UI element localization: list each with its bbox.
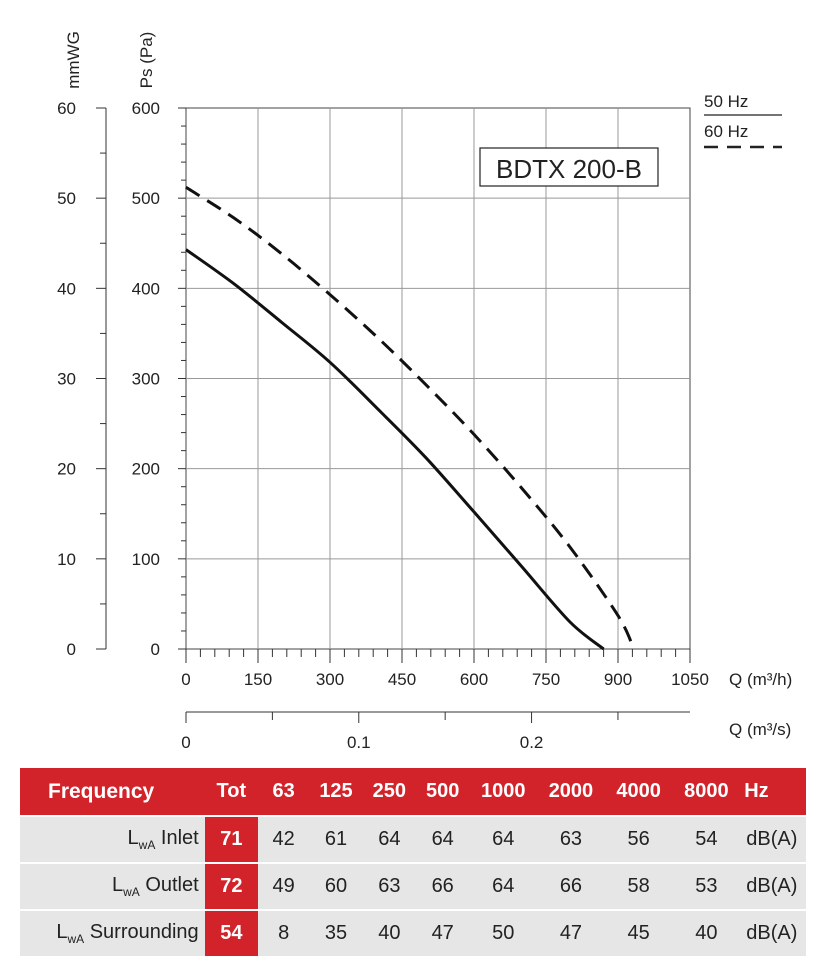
x-tick-label: 150 — [244, 670, 272, 689]
table-cell: 54 — [672, 815, 741, 863]
row-label-main: L — [111, 874, 124, 896]
row-label-sub: wA — [67, 932, 85, 946]
header-2000: 2000 — [537, 768, 605, 816]
curve-60hz — [185, 186, 636, 650]
header-hz: Hz — [740, 768, 806, 816]
y2-tick-label: 50 — [57, 189, 76, 208]
row-label: LwA Outlet — [20, 862, 205, 910]
header-8000: 8000 — [672, 768, 741, 816]
row-label: LwA Inlet — [20, 815, 205, 863]
y-tick-label: 600 — [132, 99, 160, 118]
table-cell: 50 — [469, 909, 538, 956]
header-250: 250 — [362, 768, 417, 816]
x-tick-label: 300 — [316, 670, 344, 689]
row-unit: dB(A) — [740, 862, 806, 910]
y2-tick-label: 10 — [57, 550, 76, 569]
table-cell: 64 — [416, 815, 470, 863]
y-tick-label: 100 — [132, 550, 160, 569]
table-cell: 66 — [537, 862, 605, 910]
y2-tick-label: 20 — [57, 460, 76, 479]
table-cell: 63 — [537, 815, 605, 863]
row-total: 54 — [204, 909, 259, 956]
y2-tick-label: 60 — [57, 99, 76, 118]
row-total: 71 — [204, 815, 259, 863]
y2-axis-label: mmWG — [64, 31, 83, 89]
table-cell: 35 — [309, 909, 363, 956]
table-header-row: Frequency Tot 63 125 250 500 1000 2000 4… — [20, 768, 806, 816]
x-tick-label: 600 — [460, 670, 488, 689]
curves — [185, 186, 636, 651]
row-label-rest: Inlet — [155, 827, 199, 849]
header-1000: 1000 — [469, 768, 538, 816]
y-axis-label: Ps (Pa) — [137, 32, 156, 89]
header-63: 63 — [258, 768, 310, 816]
table-cell: 60 — [309, 862, 363, 910]
row-label-sub: wA — [138, 838, 156, 852]
table-cell: 53 — [672, 862, 741, 910]
header-tot: Tot — [204, 768, 259, 816]
y2-tick-label: 30 — [57, 370, 76, 389]
table-cell: 64 — [469, 815, 538, 863]
y-tick-label: 0 — [151, 640, 160, 659]
y-tick-label: 500 — [132, 189, 160, 208]
legend: 50 Hz 60 Hz — [704, 92, 782, 149]
row-label: LwA Surrounding — [20, 909, 205, 956]
table-cell: 64 — [469, 862, 538, 910]
grid-lines — [186, 108, 690, 649]
table-cell: 66 — [416, 862, 470, 910]
y2-tick-label: 40 — [57, 279, 76, 298]
table-cell: 47 — [537, 909, 605, 956]
header-500: 500 — [416, 768, 470, 816]
y2-tick-label: 0 — [67, 640, 76, 659]
x-tick-label: 900 — [604, 670, 632, 689]
table-row-surrounding: LwA Surrounding 54 8 35 40 47 50 47 45 4… — [20, 909, 806, 956]
x2-axis-label: Q (m³/s) — [729, 720, 791, 739]
row-label-sub: wA — [123, 885, 140, 899]
x2-tick-label: 0 — [181, 733, 190, 752]
sound-table: Frequency Tot 63 125 250 500 1000 2000 4… — [20, 768, 806, 956]
table-cell: 42 — [258, 815, 310, 863]
chart-title-box — [479, 147, 659, 187]
row-unit: dB(A) — [740, 909, 806, 956]
chart-title: BDTX 200-B — [496, 154, 642, 184]
x2-tick-label: 0.2 — [520, 733, 544, 752]
table-row-outlet: LwA Outlet 72 49 60 63 66 64 66 58 53 dB… — [20, 862, 806, 910]
table-cell: 47 — [416, 909, 470, 956]
row-label-main: L — [127, 827, 139, 849]
table-cell: 56 — [604, 815, 673, 863]
row-label-main: L — [56, 921, 68, 943]
fan-curve-chart: mmWG Ps (Pa) 010020030040050060001020304… — [57, 31, 792, 752]
table-cell: 63 — [362, 862, 417, 910]
table-cell: 58 — [604, 862, 673, 910]
table-cell: 64 — [362, 815, 417, 863]
row-total: 72 — [204, 862, 259, 910]
sound-power-table: Frequency Tot 63 125 250 500 1000 2000 4… — [20, 768, 806, 956]
table-row-inlet: LwA Inlet 71 42 61 64 64 64 63 56 54 dB(… — [20, 815, 806, 863]
table-cell: 40 — [362, 909, 417, 956]
x2-tick-label: 0.1 — [347, 733, 371, 752]
y-tick-label: 400 — [132, 279, 160, 298]
legend-label-50hz: 50 Hz — [704, 92, 748, 111]
x-tick-label: 750 — [532, 670, 560, 689]
header-frequency: Frequency — [20, 768, 205, 816]
table-cell: 8 — [258, 909, 310, 956]
x-tick-label: 1050 — [671, 670, 709, 689]
header-125: 125 — [309, 768, 363, 816]
table-cell: 40 — [672, 909, 741, 956]
legend-label-60hz: 60 Hz — [704, 122, 748, 141]
x-tick-label: 450 — [388, 670, 416, 689]
x-axis-label: Q (m³/h) — [729, 670, 792, 689]
row-label-rest: Surrounding — [84, 921, 199, 943]
y-tick-label: 300 — [132, 370, 160, 389]
header-4000: 4000 — [604, 768, 673, 816]
table-cell: 61 — [309, 815, 363, 863]
table-cell: 45 — [604, 909, 673, 956]
curve-50hz — [185, 248, 605, 651]
row-unit: dB(A) — [740, 815, 806, 863]
y-tick-label: 200 — [132, 460, 160, 479]
table-cell: 49 — [258, 862, 310, 910]
x-tick-label: 0 — [181, 670, 190, 689]
row-label-rest: Outlet — [139, 874, 199, 896]
